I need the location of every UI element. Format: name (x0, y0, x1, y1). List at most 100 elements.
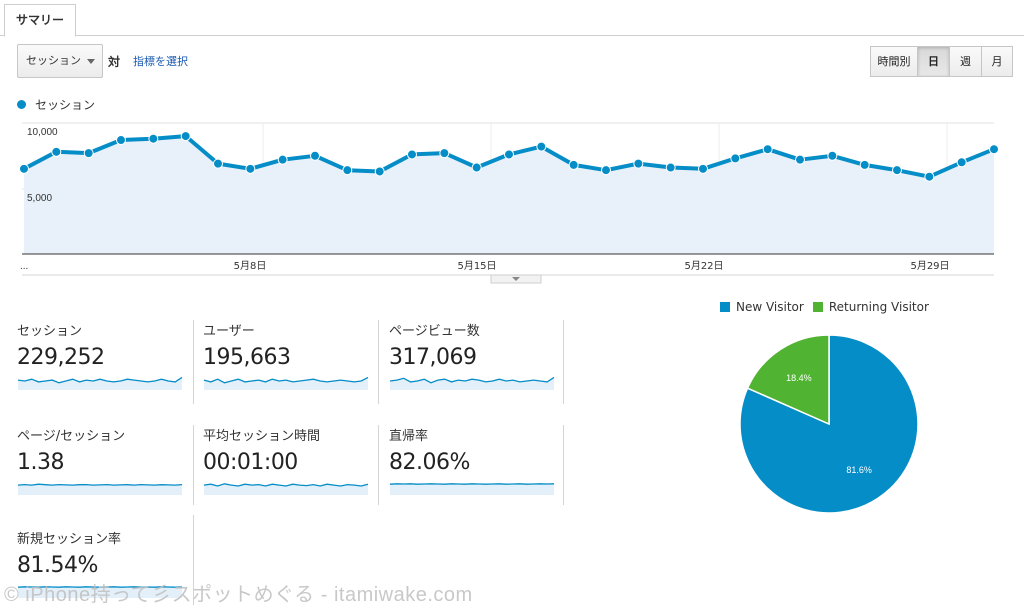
metric-users[interactable]: ユーザー 195,663 (203, 320, 383, 390)
data-point[interactable] (601, 165, 611, 176)
metric-sessions[interactable]: セッション 229,252 (17, 320, 197, 390)
data-point[interactable] (310, 150, 320, 161)
chevron-down-icon (87, 59, 95, 64)
data-point[interactable] (698, 163, 708, 174)
metric-select[interactable]: セッション (17, 44, 103, 78)
data-point[interactable] (762, 144, 773, 155)
metric-value: 317,069 (389, 345, 477, 370)
metric-value: 81.54% (17, 553, 98, 578)
metric-pages-per-session[interactable]: ページ/セッション 1.38 (17, 425, 197, 495)
series-dot-icon (17, 100, 26, 109)
sparkline-area (390, 483, 554, 495)
metric-avg-session-duration[interactable]: 平均セッション時間 00:01:00 (203, 425, 383, 495)
x-tick-label: 5月8日 (234, 260, 267, 272)
metric-pageviews[interactable]: ページビュー数 317,069 (389, 320, 569, 390)
metric-value: 1.38 (17, 450, 64, 475)
data-point[interactable] (956, 157, 967, 168)
metric-label: 新規セッション率 (17, 532, 122, 547)
metric-sparkline (389, 376, 555, 390)
x-tick-label: 5月15日 (457, 260, 496, 272)
tab-bar: サマリー (0, 0, 1024, 37)
pie-legend-item[interactable]: New Visitor (720, 300, 804, 314)
series-points (19, 131, 999, 182)
metric-new-sessions-rate[interactable]: 新規セッション率 81.54% (17, 528, 197, 598)
data-point[interactable] (924, 171, 935, 182)
metric-sparkline (389, 483, 555, 495)
metric-label: 平均セッション時間 (203, 429, 321, 444)
sparkline-area (204, 483, 368, 495)
collapse-handle[interactable] (490, 274, 542, 284)
metric-value: 195,663 (203, 345, 291, 370)
data-point[interactable] (51, 146, 62, 157)
pie-slice-label: 18.4% (786, 373, 812, 383)
x-tick-label: 5月29日 (910, 260, 949, 272)
sparkline-area (18, 484, 182, 495)
x-tick-label: 5月22日 (684, 260, 723, 272)
data-point[interactable] (989, 144, 999, 155)
sparkline-line (17, 483, 183, 486)
data-point[interactable] (633, 158, 644, 169)
divider (563, 320, 564, 404)
watermark: © iPhone持って彡スポットめぐる - itamiwake.com (4, 584, 473, 606)
chart-controls: セッション 対 指標を選択 (17, 44, 188, 78)
granularity-toggle: 時間別 日 週 月 (870, 46, 1013, 77)
data-point[interactable] (859, 159, 870, 170)
data-point[interactable] (374, 166, 385, 177)
data-point[interactable] (827, 150, 838, 161)
sessions-line-chart: 10,000 5,000 ... 5月8日 5月15日 5月22日 5月29日 (19, 122, 999, 284)
data-point[interactable] (795, 154, 805, 165)
data-point[interactable] (83, 148, 94, 159)
granularity-day-button[interactable]: 日 (917, 46, 950, 77)
data-point[interactable] (439, 148, 450, 159)
metric-sparkline (17, 376, 183, 390)
pie-legend-label: New Visitor (736, 300, 804, 314)
vs-label: 対 (108, 54, 121, 69)
sparkline-line (203, 376, 369, 384)
divider (193, 515, 194, 605)
metric-label: セッション (17, 324, 83, 339)
tab-summary[interactable]: サマリー (4, 4, 76, 37)
divider (193, 320, 194, 404)
chart-legend: セッション (17, 96, 95, 113)
divider (193, 425, 194, 505)
y-tick-label: 10,000 (27, 127, 58, 138)
data-point[interactable] (342, 165, 353, 176)
chart-legend-label: セッション (35, 98, 96, 112)
sparkline-area (204, 377, 368, 390)
granularity-hourly-button[interactable]: 時間別 (870, 46, 918, 77)
metric-value: 82.06% (389, 450, 470, 475)
pick-metric-link[interactable]: 指標を選択 (133, 55, 189, 68)
divider (378, 425, 379, 505)
data-point[interactable] (245, 163, 256, 174)
metric-label: ページビュー数 (389, 324, 480, 339)
data-point[interactable] (148, 133, 159, 144)
data-point[interactable] (116, 135, 126, 146)
divider (378, 320, 379, 404)
granularity-month-button[interactable]: 月 (981, 46, 1013, 77)
sparkline-line (17, 376, 183, 384)
data-point[interactable] (180, 131, 191, 142)
metric-bounce-rate[interactable]: 直帰率 82.06% (389, 425, 569, 495)
metric-sparkline (17, 483, 183, 495)
data-point[interactable] (730, 153, 741, 164)
pie-legend: New Visitor Returning Visitor (720, 300, 938, 314)
data-point[interactable] (407, 149, 417, 160)
metric-label: ユーザー (203, 324, 255, 339)
visitor-type-pie-chart: 81.6% 18.4% (739, 334, 919, 514)
data-point[interactable] (568, 159, 579, 170)
metric-sparkline (203, 376, 369, 390)
data-point[interactable] (504, 149, 514, 160)
pie-legend-item[interactable]: Returning Visitor (812, 300, 929, 314)
sparkline-area (18, 586, 182, 598)
data-point[interactable] (665, 162, 676, 173)
data-point[interactable] (277, 154, 288, 165)
sparkline-line (389, 376, 555, 384)
granularity-week-button[interactable]: 週 (949, 46, 982, 77)
pie-slice[interactable] (746, 334, 830, 426)
data-point[interactable] (892, 165, 902, 176)
metric-label: 直帰率 (389, 429, 429, 444)
data-point[interactable] (536, 141, 547, 152)
data-point[interactable] (19, 163, 29, 174)
data-point[interactable] (213, 158, 223, 169)
data-point[interactable] (471, 162, 482, 173)
